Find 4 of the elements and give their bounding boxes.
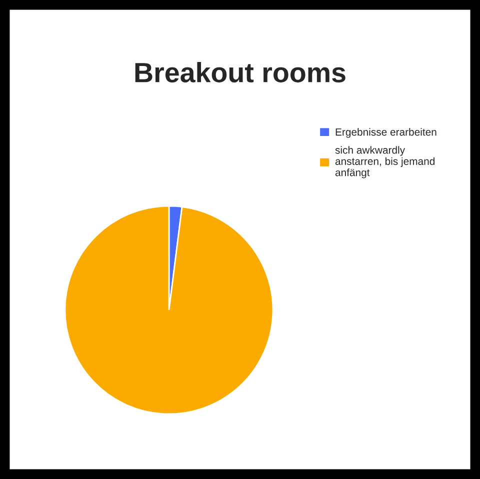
pie-slice bbox=[64, 205, 274, 415]
chart-title: Breakout rooms bbox=[135, 62, 346, 82]
legend-label: Ergebnisse erarbeiten bbox=[336, 128, 436, 138]
legend-label: sich awkwardly anstarren, bis jemand anfängt bbox=[335, 146, 434, 178]
